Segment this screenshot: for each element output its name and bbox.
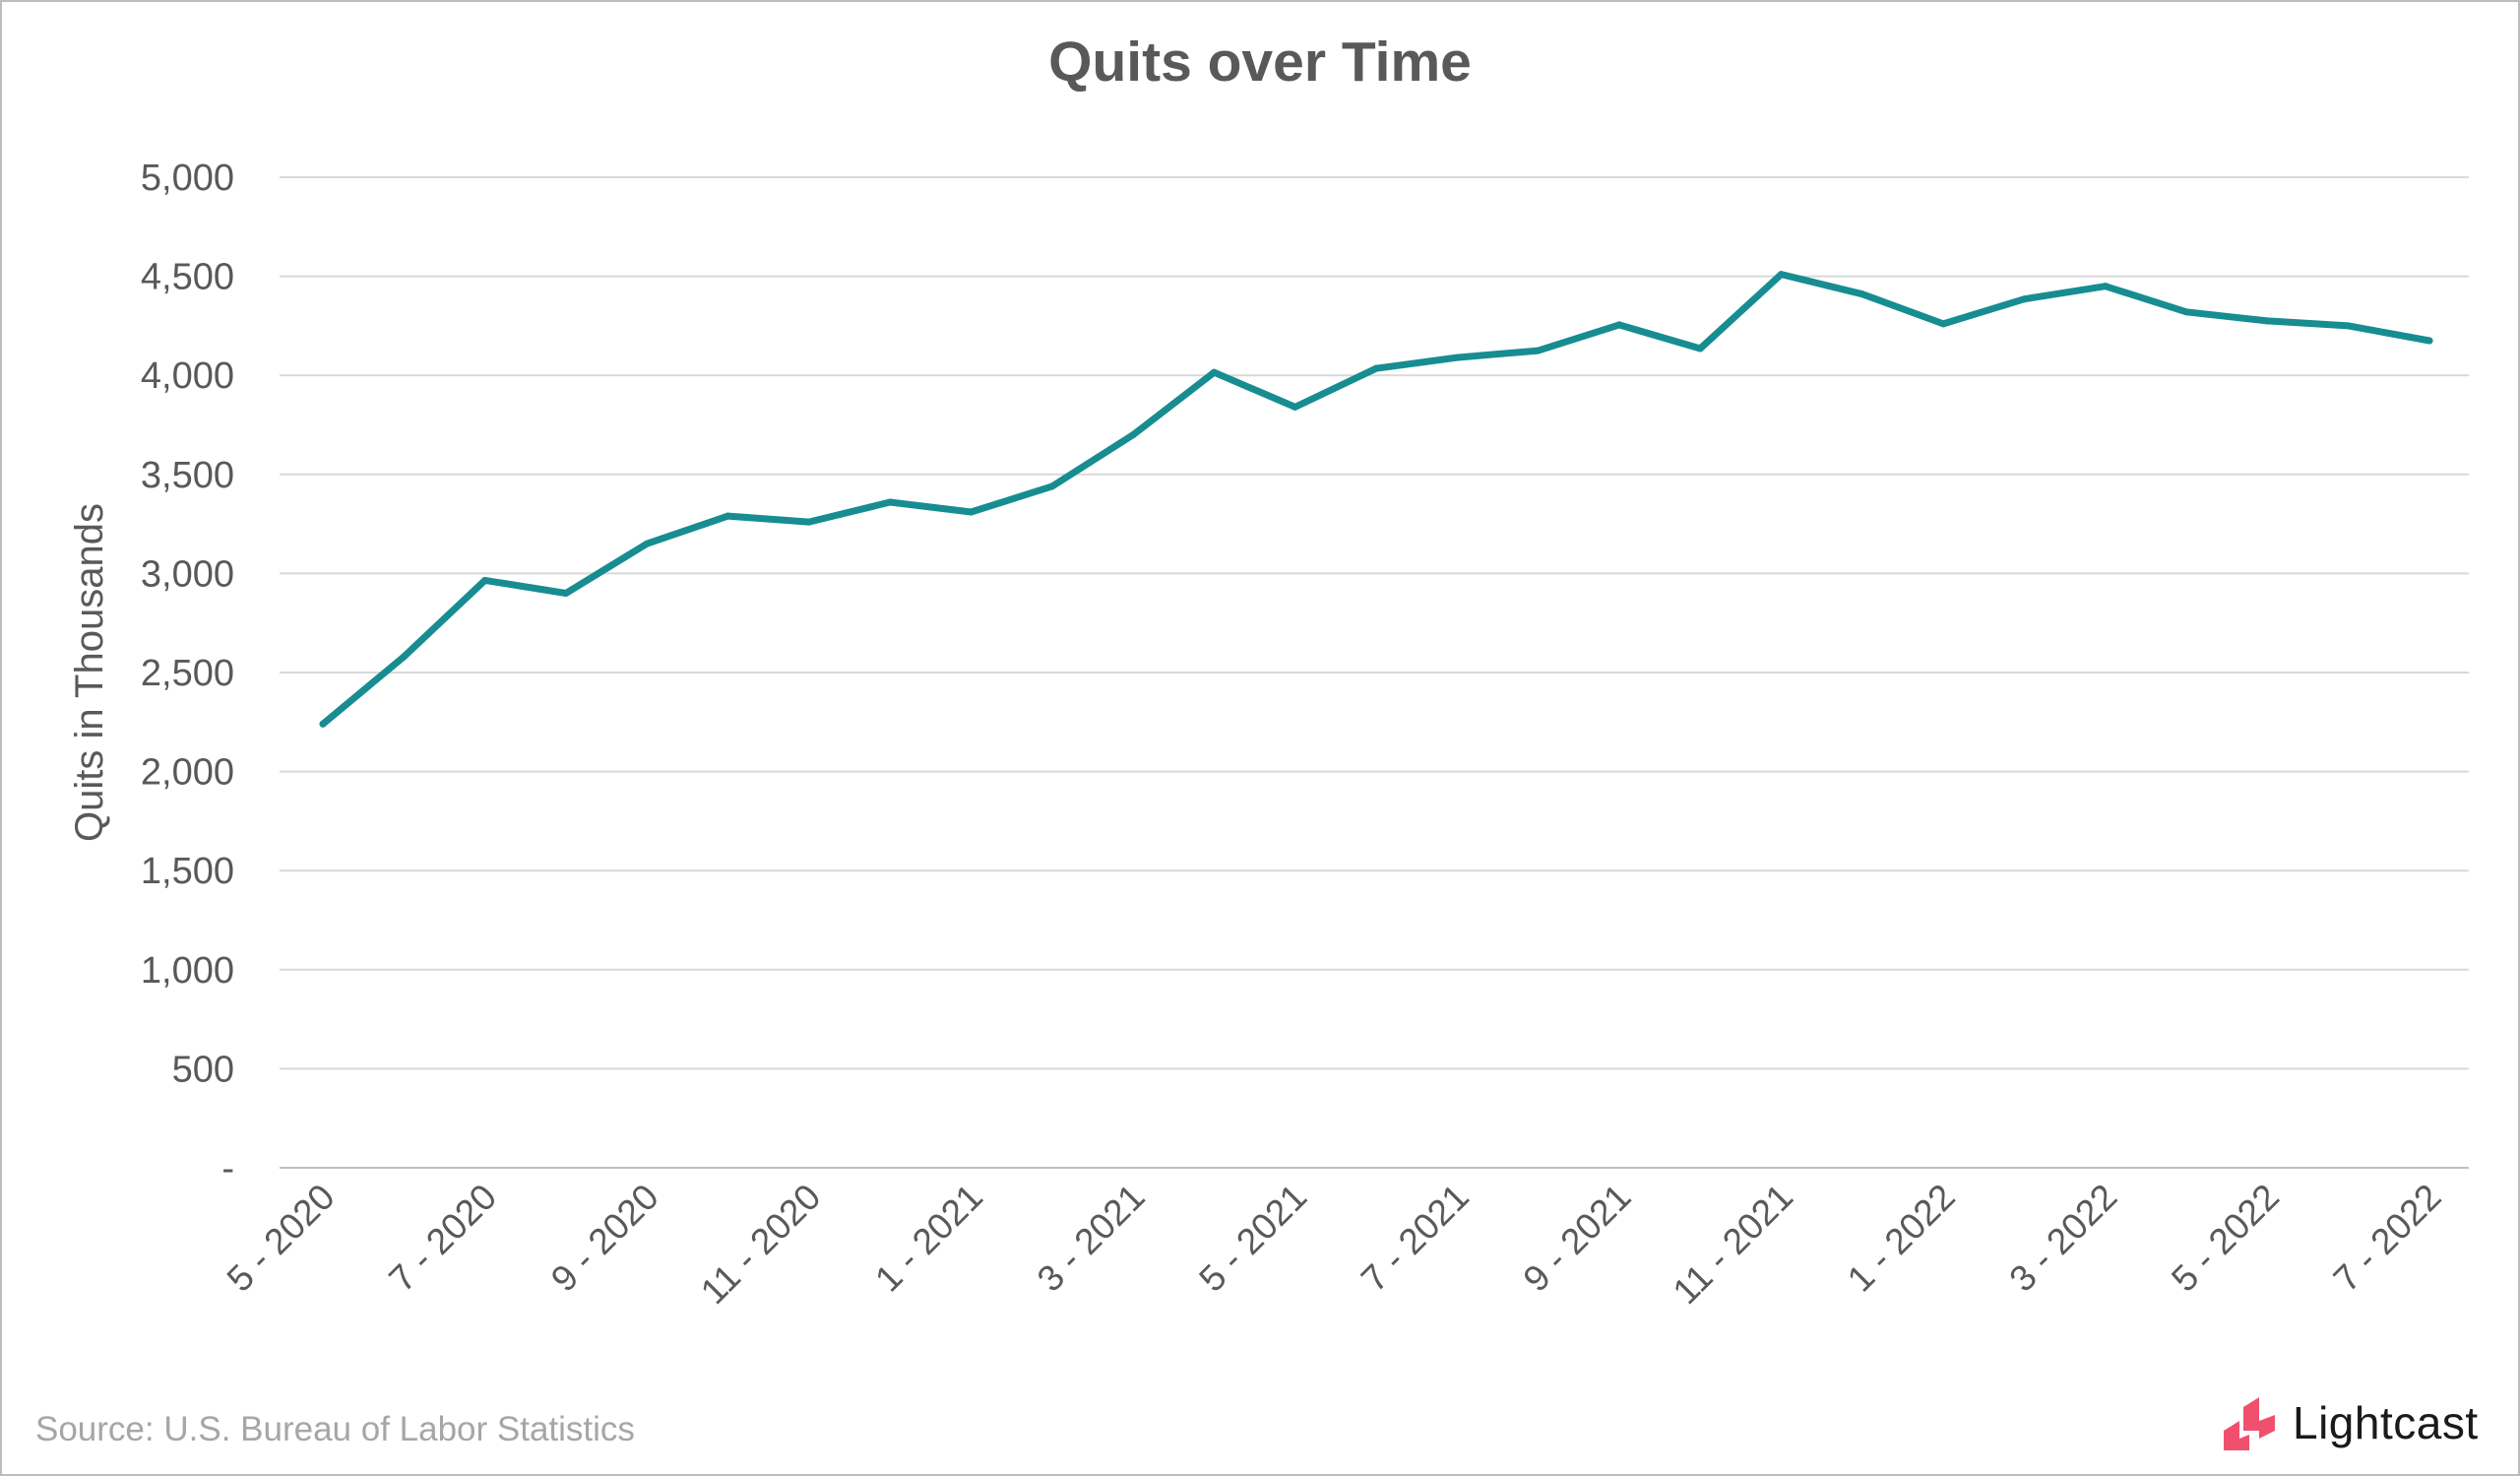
x-tick-label: 5 - 2020 — [220, 1177, 343, 1300]
y-tick-label: 500 — [172, 1049, 234, 1090]
data-point — [2263, 317, 2271, 325]
y-tick-label: 4,500 — [141, 257, 234, 298]
data-point — [1292, 403, 1299, 411]
x-tick-label: 7 - 2021 — [1354, 1177, 1477, 1300]
y-tick-label: 5,000 — [141, 158, 234, 199]
series-layer — [319, 271, 2433, 728]
y-tick-label: 3,000 — [141, 553, 234, 595]
x-tick-label: 1 - 2021 — [867, 1177, 990, 1300]
lightcast-logo: Lightcast — [2220, 1388, 2479, 1457]
lightcast-logo-icon — [2224, 1397, 2275, 1450]
x-axis-ticks: 5 - 2020 7 - 2020 9 - 2020 11 - 2020 1 - 202… — [220, 1177, 2449, 1313]
x-tick-label: 1 - 2022 — [1840, 1177, 1963, 1300]
data-point — [1048, 482, 1056, 490]
data-point — [2182, 308, 2190, 316]
data-point — [1696, 345, 1704, 353]
data-point — [2020, 295, 2028, 303]
y-tick-label: 3,500 — [141, 455, 234, 496]
data-point — [1535, 347, 1543, 354]
data-point — [643, 540, 651, 547]
x-tick-label: 11 - 2021 — [1666, 1177, 1801, 1313]
data-point — [1372, 364, 1380, 372]
source-note: Source: U.S. Bureau of Labor Statistics — [35, 1410, 635, 1448]
y-tick-label: 2,500 — [141, 653, 234, 694]
y-tick-label: 1,000 — [141, 950, 234, 992]
y-tick-label: - — [221, 1148, 234, 1189]
data-point — [1453, 353, 1461, 361]
y-axis-label: Quits in Thousands — [68, 503, 111, 842]
chart-title: Quits over Time — [1048, 31, 1472, 94]
y-tick-label: 4,000 — [141, 355, 234, 397]
data-point — [1210, 368, 1218, 376]
x-tick-label: 5 - 2021 — [1191, 1177, 1314, 1300]
gridlines — [280, 176, 2469, 1169]
x-tick-label: 11 - 2020 — [693, 1177, 829, 1313]
data-point — [1939, 320, 1947, 328]
data-point — [2102, 283, 2110, 290]
data-point — [805, 518, 813, 526]
y-axis-ticks: - 500 1,000 1,500 2,000 2,500 3,000 3,500 4,000 4… — [141, 158, 234, 1189]
data-point — [2426, 337, 2433, 345]
logo-text: Lightcast — [2293, 1397, 2479, 1448]
data-point — [319, 720, 327, 728]
data-point — [562, 590, 570, 598]
data-point — [400, 653, 408, 661]
x-tick-label: 5 - 2022 — [2164, 1177, 2287, 1300]
data-point — [1129, 431, 1137, 439]
data-point — [1778, 271, 1786, 279]
data-point — [967, 508, 975, 516]
y-tick-label: 1,500 — [141, 851, 234, 892]
x-tick-label: 7 - 2022 — [2326, 1177, 2449, 1300]
x-tick-label: 3 - 2022 — [2001, 1177, 2124, 1300]
data-point — [724, 512, 732, 520]
x-tick-label: 9 - 2020 — [543, 1177, 666, 1300]
data-point — [886, 498, 894, 506]
y-tick-label: 2,000 — [141, 752, 234, 794]
series-line — [319, 271, 2433, 728]
data-point — [1615, 321, 1623, 329]
data-point — [1858, 290, 1866, 298]
data-point — [481, 576, 489, 584]
x-tick-label: 7 - 2020 — [381, 1177, 504, 1300]
x-tick-label: 9 - 2021 — [1516, 1177, 1639, 1300]
data-point — [2345, 322, 2353, 330]
x-tick-label: 3 - 2021 — [1030, 1177, 1153, 1300]
